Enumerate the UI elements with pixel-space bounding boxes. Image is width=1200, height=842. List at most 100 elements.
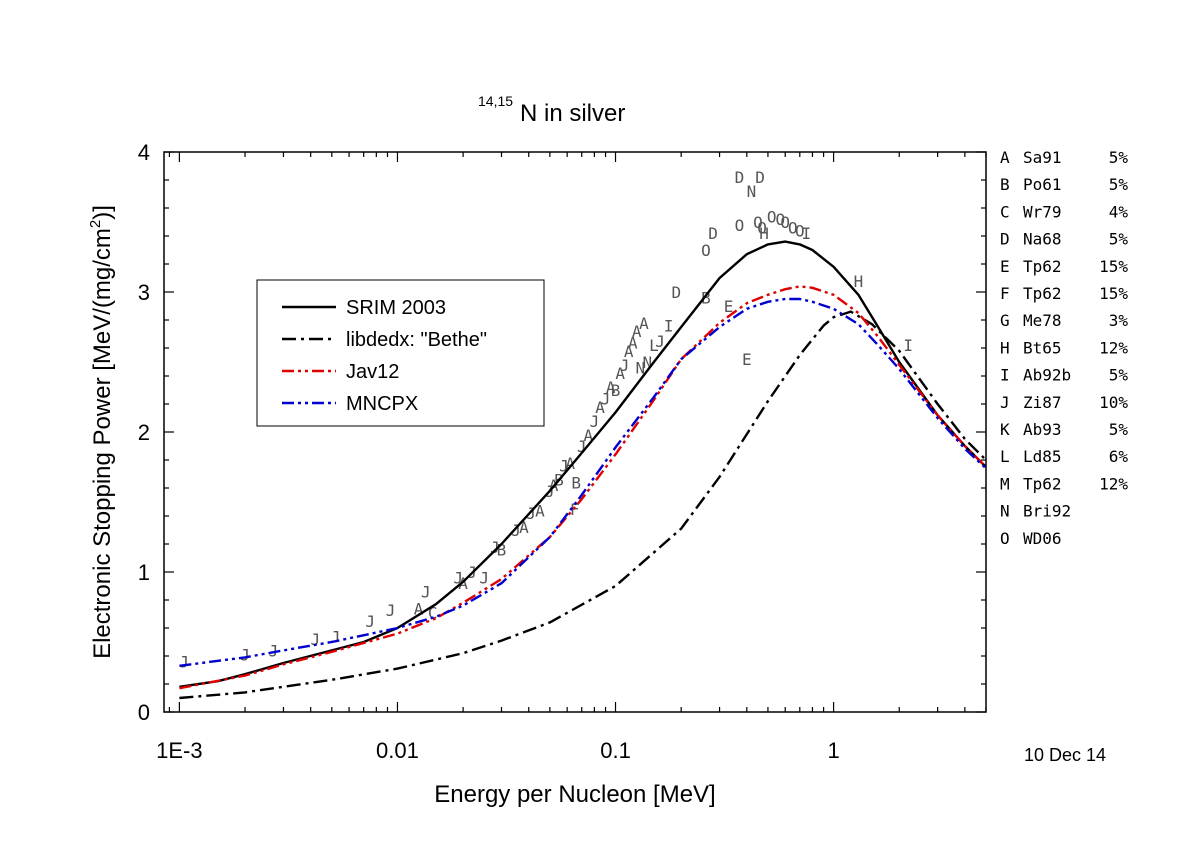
measurement-point: A xyxy=(639,314,649,333)
measurement-point: I xyxy=(903,336,913,355)
x-tick-label: 0.01 xyxy=(376,738,419,763)
x-tick-label: 1E-3 xyxy=(156,738,202,763)
x-axis-label: Energy per Nucleon [MeV] xyxy=(434,781,715,808)
ref-name: Zi87 xyxy=(1023,393,1062,412)
ref-error: 5% xyxy=(1109,230,1129,249)
measurement-point: B xyxy=(611,381,621,400)
ref-name: Ld85 xyxy=(1023,447,1062,466)
ref-name: Tp62 xyxy=(1023,257,1062,276)
ref-name: Sa91 xyxy=(1023,148,1062,167)
ref-error: 3% xyxy=(1109,311,1129,330)
measurement-point: B xyxy=(571,473,581,492)
measurement-point: A xyxy=(606,378,616,397)
measurement-reference-list: A Sa91 5% B Po61 5% C Wr79 4% D Na68 5% E Tp62 15% F Tp6… xyxy=(1000,148,1128,548)
ref-error: 5% xyxy=(1109,175,1129,194)
measurement-point: B xyxy=(701,289,711,308)
measurement-point: D xyxy=(755,168,765,187)
ref-name: Me78 xyxy=(1023,311,1062,330)
measurement-point: O xyxy=(780,213,790,232)
measurement-point: O xyxy=(788,219,798,238)
measurement-point: H xyxy=(854,272,864,291)
measurement-point: L xyxy=(649,336,659,355)
measurement-point: J xyxy=(490,538,500,557)
legend: SRIM 2003 libdedx: "Bethe" Jav12 MNCPX xyxy=(256,279,545,427)
measurement-point: A xyxy=(624,342,634,361)
ref-error: 15% xyxy=(1099,257,1128,276)
ref-name: WD06 xyxy=(1023,529,1062,548)
ref-name: Bt65 xyxy=(1023,338,1062,357)
measurement-point: O xyxy=(795,221,805,240)
measurement-point: B xyxy=(497,541,507,560)
measurement-point: C xyxy=(428,604,438,623)
ref-error: 5% xyxy=(1109,148,1129,167)
ref-error: 4% xyxy=(1109,202,1129,221)
measurement-point: D xyxy=(708,224,718,243)
ref-name: Tp62 xyxy=(1023,474,1062,493)
measurement-point: D xyxy=(671,283,681,302)
y-tick-label: 0 xyxy=(138,700,150,725)
measurement-point: A xyxy=(632,322,642,341)
y-axis-label-end: )] xyxy=(89,205,116,220)
measurement-point: J xyxy=(453,569,463,588)
ref-code: C xyxy=(1000,202,1010,221)
measurement-point: J xyxy=(620,356,630,375)
ref-code: G xyxy=(1000,311,1010,330)
measurement-point: I xyxy=(802,224,812,243)
measurement-point: A xyxy=(535,501,545,520)
ref-error: 6% xyxy=(1109,447,1129,466)
measurement-point: J xyxy=(526,504,536,523)
ref-error: 12% xyxy=(1099,338,1128,357)
ref-name: Tp62 xyxy=(1023,284,1062,303)
measurement-point: A xyxy=(565,454,575,473)
measurement-point: O xyxy=(701,241,711,260)
ref-code: K xyxy=(1000,420,1010,439)
measurement-point: I xyxy=(664,317,674,336)
measurement-point: O xyxy=(735,216,745,235)
y-axis-label: Electronic Stopping Power [MeV/(mg/cm2)] xyxy=(87,205,116,659)
series-line xyxy=(179,285,987,690)
legend-label: SRIM 2003 xyxy=(346,297,446,319)
ref-name: Wr79 xyxy=(1023,202,1062,221)
measurement-point: J xyxy=(577,437,587,456)
plot-frame xyxy=(163,151,987,713)
ref-error: 15% xyxy=(1099,284,1128,303)
series-line xyxy=(179,310,987,700)
measurement-point: J xyxy=(310,630,320,649)
measurement-point: J xyxy=(331,627,341,646)
measurement-point: A xyxy=(628,333,638,352)
ref-name: Bri92 xyxy=(1023,502,1071,521)
ref-name: Ab93 xyxy=(1023,420,1062,439)
y-tick-label: 1 xyxy=(138,560,150,585)
measurement-point: J xyxy=(590,412,600,431)
measurement-point: J xyxy=(421,583,431,602)
legend-label: MNCPX xyxy=(346,393,418,415)
ref-name: Na68 xyxy=(1023,230,1062,249)
chart-title: N in silver xyxy=(520,100,625,127)
series-line xyxy=(179,297,987,667)
measurement-point: J xyxy=(269,641,279,660)
ref-error: 12% xyxy=(1099,474,1128,493)
y-axis: 0 1 2 3 4 xyxy=(138,140,986,725)
series-curves xyxy=(179,240,987,700)
ref-code: F xyxy=(1000,284,1010,303)
measurement-point: O xyxy=(767,207,777,226)
measurement-point: A xyxy=(414,599,424,618)
ref-code: H xyxy=(1000,338,1010,357)
measurement-point: E xyxy=(742,350,752,369)
ref-code: B xyxy=(1000,175,1010,194)
y-axis-label-main: Electronic Stopping Power [MeV/(mg/cm xyxy=(89,228,116,659)
measurement-point: J xyxy=(179,653,189,672)
measurement-point: J xyxy=(511,521,521,540)
measurement-point: A xyxy=(595,398,605,417)
ref-code: E xyxy=(1000,257,1010,276)
ref-error: 10% xyxy=(1099,393,1128,412)
measurement-point: A xyxy=(458,574,468,593)
y-axis-label-sup: 2 xyxy=(87,220,104,228)
measurement-point: O xyxy=(757,219,767,238)
measurement-point: A xyxy=(519,518,529,537)
date-stamp: 10 Dec 14 xyxy=(1024,745,1106,765)
legend-frame xyxy=(256,279,545,427)
measurement-point: N xyxy=(636,359,646,378)
